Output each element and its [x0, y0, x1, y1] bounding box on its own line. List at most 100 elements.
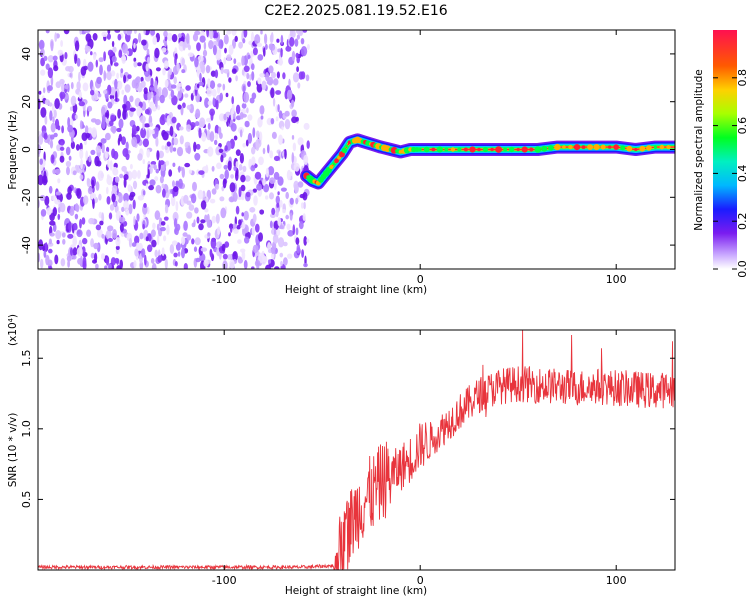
noise-speck — [264, 176, 269, 181]
noise-speck — [70, 141, 75, 150]
noise-speck — [47, 67, 54, 79]
y-tick-label: -40 — [20, 236, 33, 254]
noise-speck — [256, 83, 263, 93]
noise-speck — [90, 238, 94, 248]
noise-speck — [70, 82, 74, 90]
chart-title: C2E2.2025.081.19.52.E16 — [264, 3, 447, 19]
noise-speck — [219, 173, 225, 180]
noise-speck — [161, 87, 168, 98]
noise-speck — [251, 225, 255, 237]
noise-speck — [285, 191, 290, 200]
x-tick-label: 0 — [417, 273, 424, 286]
noise-speck — [250, 31, 255, 43]
noise-speck — [295, 237, 300, 245]
noise-speck — [230, 226, 233, 233]
noise-speck — [82, 256, 87, 268]
noise-speck — [110, 70, 116, 77]
noise-speck — [198, 170, 205, 176]
noise-speck — [194, 57, 199, 68]
ridge-blob — [450, 147, 456, 152]
noise-speck — [278, 110, 283, 119]
noise-speck — [260, 105, 265, 115]
noise-speck — [123, 74, 127, 84]
noise-speck — [74, 114, 78, 120]
noise-speck — [233, 135, 238, 141]
noise-speck — [84, 30, 91, 33]
noise-speck — [134, 30, 137, 34]
noise-speck — [163, 60, 169, 69]
noise-speck — [251, 266, 255, 269]
noise-speck — [59, 146, 65, 151]
noise-speck — [205, 65, 211, 74]
noise-speck — [65, 160, 71, 168]
noise-speck — [210, 70, 216, 77]
noise-speck — [119, 223, 124, 232]
noise-speck — [103, 70, 106, 82]
noise-speck — [141, 39, 147, 46]
noise-speck — [104, 265, 108, 269]
noise-speck — [64, 52, 68, 60]
noise-speck — [228, 44, 234, 56]
noise-speck — [85, 132, 91, 139]
noise-speck — [159, 160, 165, 166]
noise-speck — [199, 35, 206, 43]
noise-speck — [86, 178, 91, 188]
noise-speck — [92, 33, 98, 41]
noise-speck — [222, 253, 228, 260]
noise-speck — [154, 80, 158, 91]
noise-speck — [155, 137, 159, 147]
noise-speck — [107, 49, 114, 57]
noise-speck — [243, 91, 250, 103]
ridge-blob — [418, 147, 422, 152]
noise-speck — [295, 52, 299, 59]
noise-speck — [292, 142, 297, 152]
noise-speck — [244, 120, 250, 128]
noise-speck — [121, 89, 125, 95]
noise-speck — [144, 254, 147, 266]
noise-speck — [54, 254, 59, 265]
noise-speck — [157, 255, 163, 263]
noise-speck — [171, 240, 178, 246]
noise-speck — [255, 130, 260, 139]
noise-speck — [235, 75, 238, 82]
colorbar-tick-label: 0.4 — [736, 165, 749, 183]
noise-speck — [270, 118, 275, 125]
noise-speck — [222, 260, 228, 269]
noise-speck — [143, 87, 148, 95]
noise-speck — [74, 40, 80, 52]
ridge-blob — [534, 146, 542, 153]
noise-speck — [84, 45, 92, 53]
ridge-blob — [516, 147, 520, 152]
noise-speck — [106, 109, 110, 119]
spectrogram-y-axis-label: Frequency (Hz) — [7, 110, 19, 189]
noise-speck — [232, 223, 237, 229]
noise-speck — [162, 131, 169, 141]
noise-speck — [168, 169, 173, 177]
noise-speck — [247, 114, 253, 121]
noise-speck — [256, 42, 263, 48]
noise-speck — [134, 235, 140, 245]
noise-speck — [38, 252, 41, 263]
noise-speck — [95, 59, 99, 68]
noise-speck — [176, 146, 184, 157]
noise-speck — [271, 71, 276, 79]
noise-speck — [261, 80, 267, 91]
noise-speck — [279, 199, 283, 208]
noise-speck — [118, 118, 124, 129]
noise-speck — [150, 30, 156, 36]
noise-speck — [218, 39, 224, 49]
noise-speck — [53, 65, 59, 72]
noise-speck — [90, 149, 96, 155]
noise-speck — [40, 48, 45, 57]
noise-speck — [108, 212, 113, 220]
y-tick-label: 1.0 — [20, 420, 33, 438]
noise-speck — [171, 116, 177, 124]
noise-speck — [141, 248, 146, 258]
noise-speck — [170, 84, 177, 89]
noise-speck — [68, 65, 74, 73]
noise-speck — [134, 248, 139, 257]
ridge-blob — [548, 145, 554, 151]
noise-speck — [272, 97, 276, 107]
noise-speck — [143, 30, 146, 35]
noise-speck — [200, 247, 208, 252]
